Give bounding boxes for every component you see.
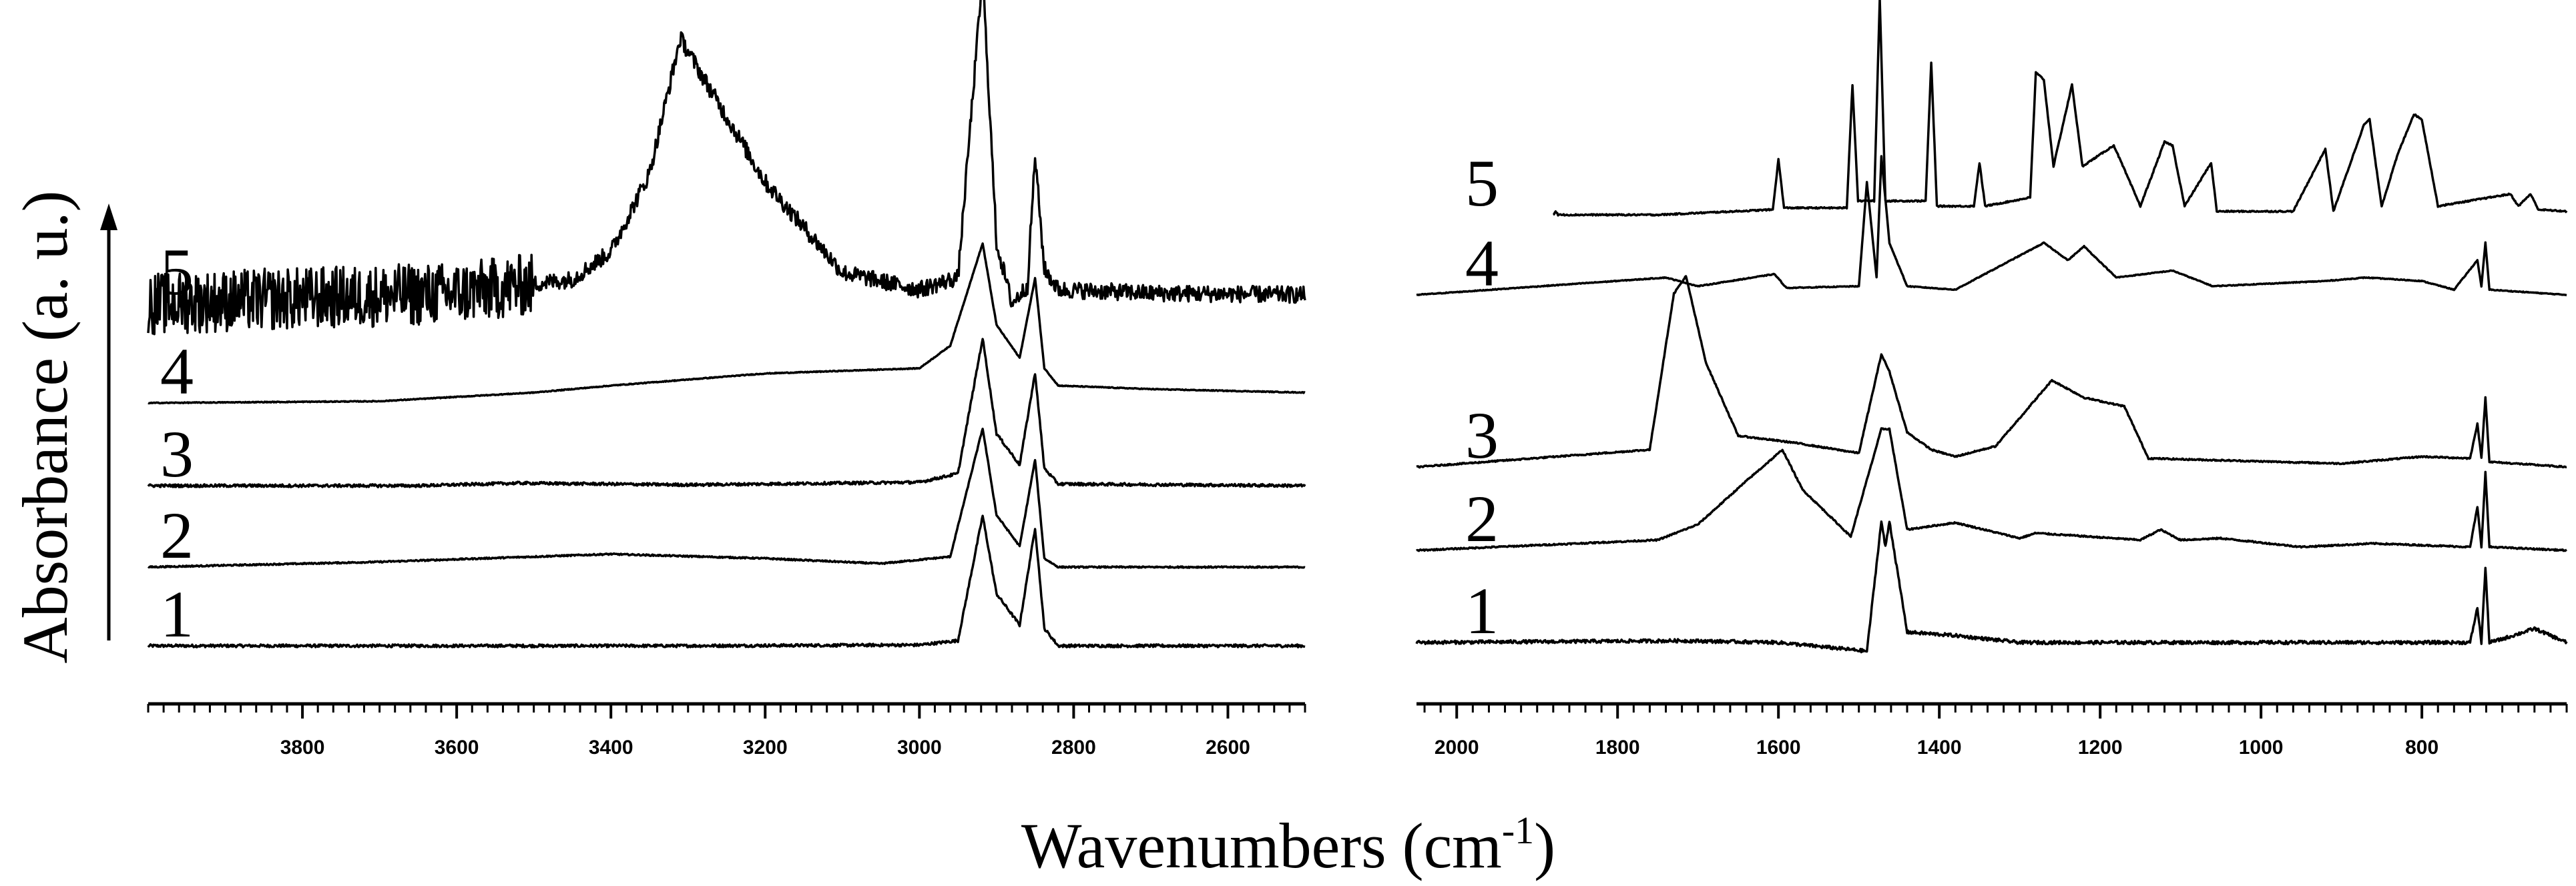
series-label-2: 2 [1465,482,1499,556]
x-tick-label: 2000 [1435,737,1479,759]
x-tick-label: 3800 [280,737,325,759]
x-tick-label: 3600 [435,737,479,759]
series-label-3: 3 [160,417,194,491]
x-tick-label: 2600 [1206,737,1250,759]
y-axis-arrow [100,203,117,640]
x-axis-label: Wavenumbers (cm-1) [1021,809,1555,881]
x-tick-label: 3000 [897,737,942,759]
x-tick-label: 1600 [1756,737,1801,759]
x-tick-label: 3200 [743,737,788,759]
spectrum-5-line [1552,0,2568,217]
series-label-4: 4 [1465,226,1499,300]
series-label-1: 1 [1465,574,1499,648]
x-tick-label: 800 [2405,737,2438,759]
spectrum-4-line [148,242,1306,405]
x-tick-label: 1400 [1917,737,1962,759]
spectrum-3-line [147,338,1306,488]
spectrum-1-line [1415,520,2568,654]
spectrum-1-line [147,514,1306,648]
series-label-2: 2 [160,498,194,572]
panel-high-wavenumber: 3800 3600 3400 3200 3000 2800 2600 123 4 5 [147,0,1306,759]
x-tick-label: 1000 [2239,737,2284,759]
series-label-1: 1 [160,577,194,651]
x-tick-label: 1200 [2078,737,2123,759]
series-label-5: 5 [160,235,194,309]
spectrum-3-line [1416,275,2567,469]
series-label-3: 3 [1465,398,1499,472]
x-tick-label: 3400 [589,737,633,759]
spectrum-2-line [147,428,1306,569]
panel-fingerprint: 2000 1800 1600 1400 1200 1000 800 1 2 3 45 [1415,0,2568,759]
x-tick-label: 1800 [1595,737,1640,759]
series-label-5: 5 [1465,146,1499,220]
x-tick-label: 2800 [1051,737,1096,759]
spectrum-2-line [1415,427,2567,552]
spectrum-5-line [147,0,1306,336]
y-axis-label: Absorbance (a. u.) [9,190,81,663]
series-label-4: 4 [160,334,194,408]
spectrum-4-line [1416,155,2567,297]
